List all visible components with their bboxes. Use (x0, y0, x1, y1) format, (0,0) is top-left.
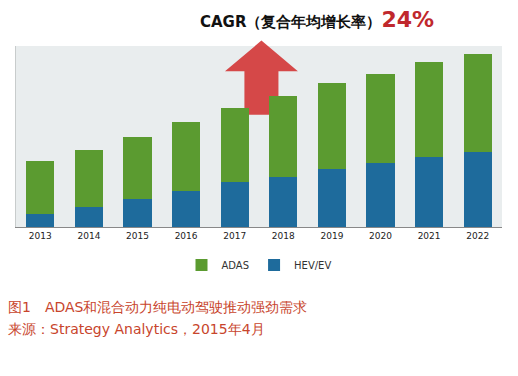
svg-text:2015: 2015 (126, 231, 149, 241)
svg-text:2016: 2016 (175, 231, 198, 241)
svg-text:2020: 2020 (369, 231, 392, 241)
html-text:图1 ADAS和混合动力纯电动驾驶推动强劲需求: 图1 ADAS和混合动力纯电动驾驶推动强劲需求 (8, 299, 308, 315)
svg-text:CAGR（复合年均增长率）24%: CAGR（复合年均增长率）24% (200, 7, 434, 32)
svg-text:2013: 2013 (29, 231, 52, 241)
svg-text:2017: 2017 (223, 231, 246, 241)
svg-text:ADAS: ADAS (222, 260, 250, 271)
svg-text:2014: 2014 (77, 231, 100, 241)
svg-text:2019: 2019 (320, 231, 343, 241)
svg-text:2021: 2021 (418, 231, 441, 241)
svg-text:2018: 2018 (272, 231, 295, 241)
svg-text:HEV/EV: HEV/EV (294, 260, 331, 271)
html-text:来源：Strategy Analytics，2015年4月: 来源：Strategy Analytics，2015年4月 (8, 321, 265, 337)
svg-text:2022: 2022 (466, 231, 489, 241)
